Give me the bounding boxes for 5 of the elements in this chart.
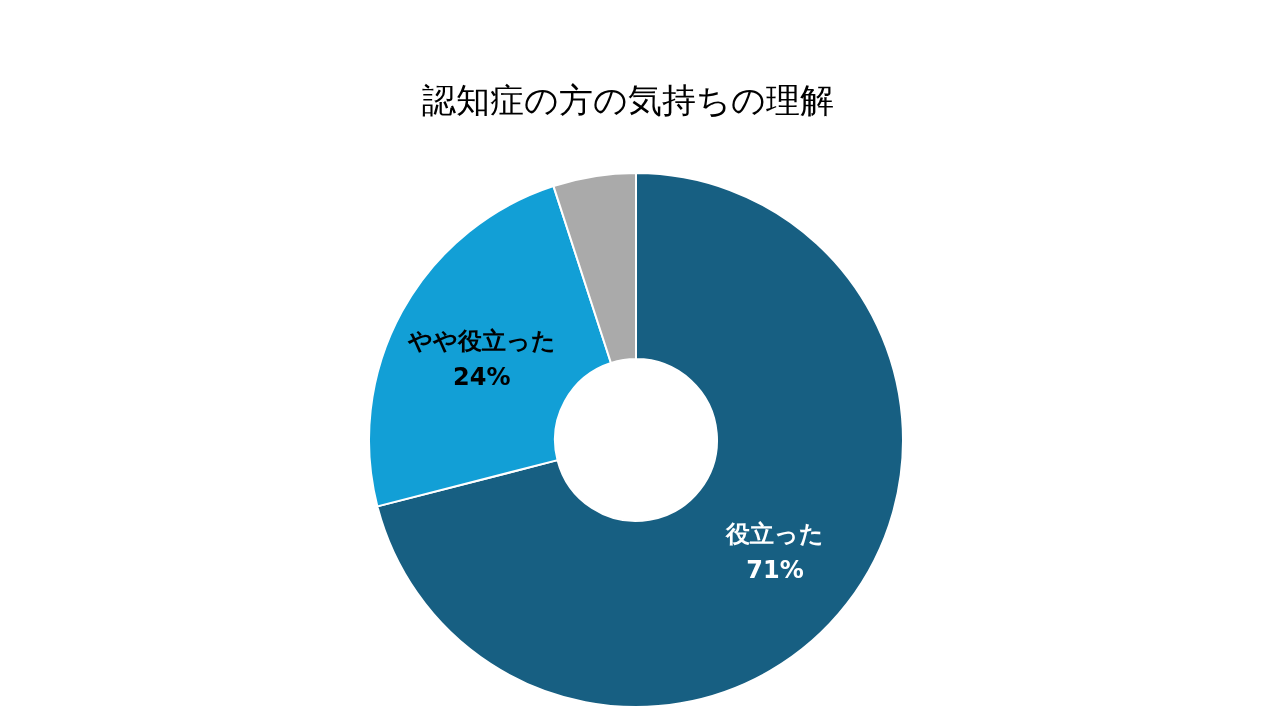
slice-label: やや役立った: [406, 327, 556, 356]
slice-label: 役立った: [725, 519, 825, 548]
data-label: 71%: [746, 555, 804, 584]
chart-title: 認知症の方の気持ちの理解: [422, 80, 834, 120]
data-label: 24%: [453, 363, 511, 392]
